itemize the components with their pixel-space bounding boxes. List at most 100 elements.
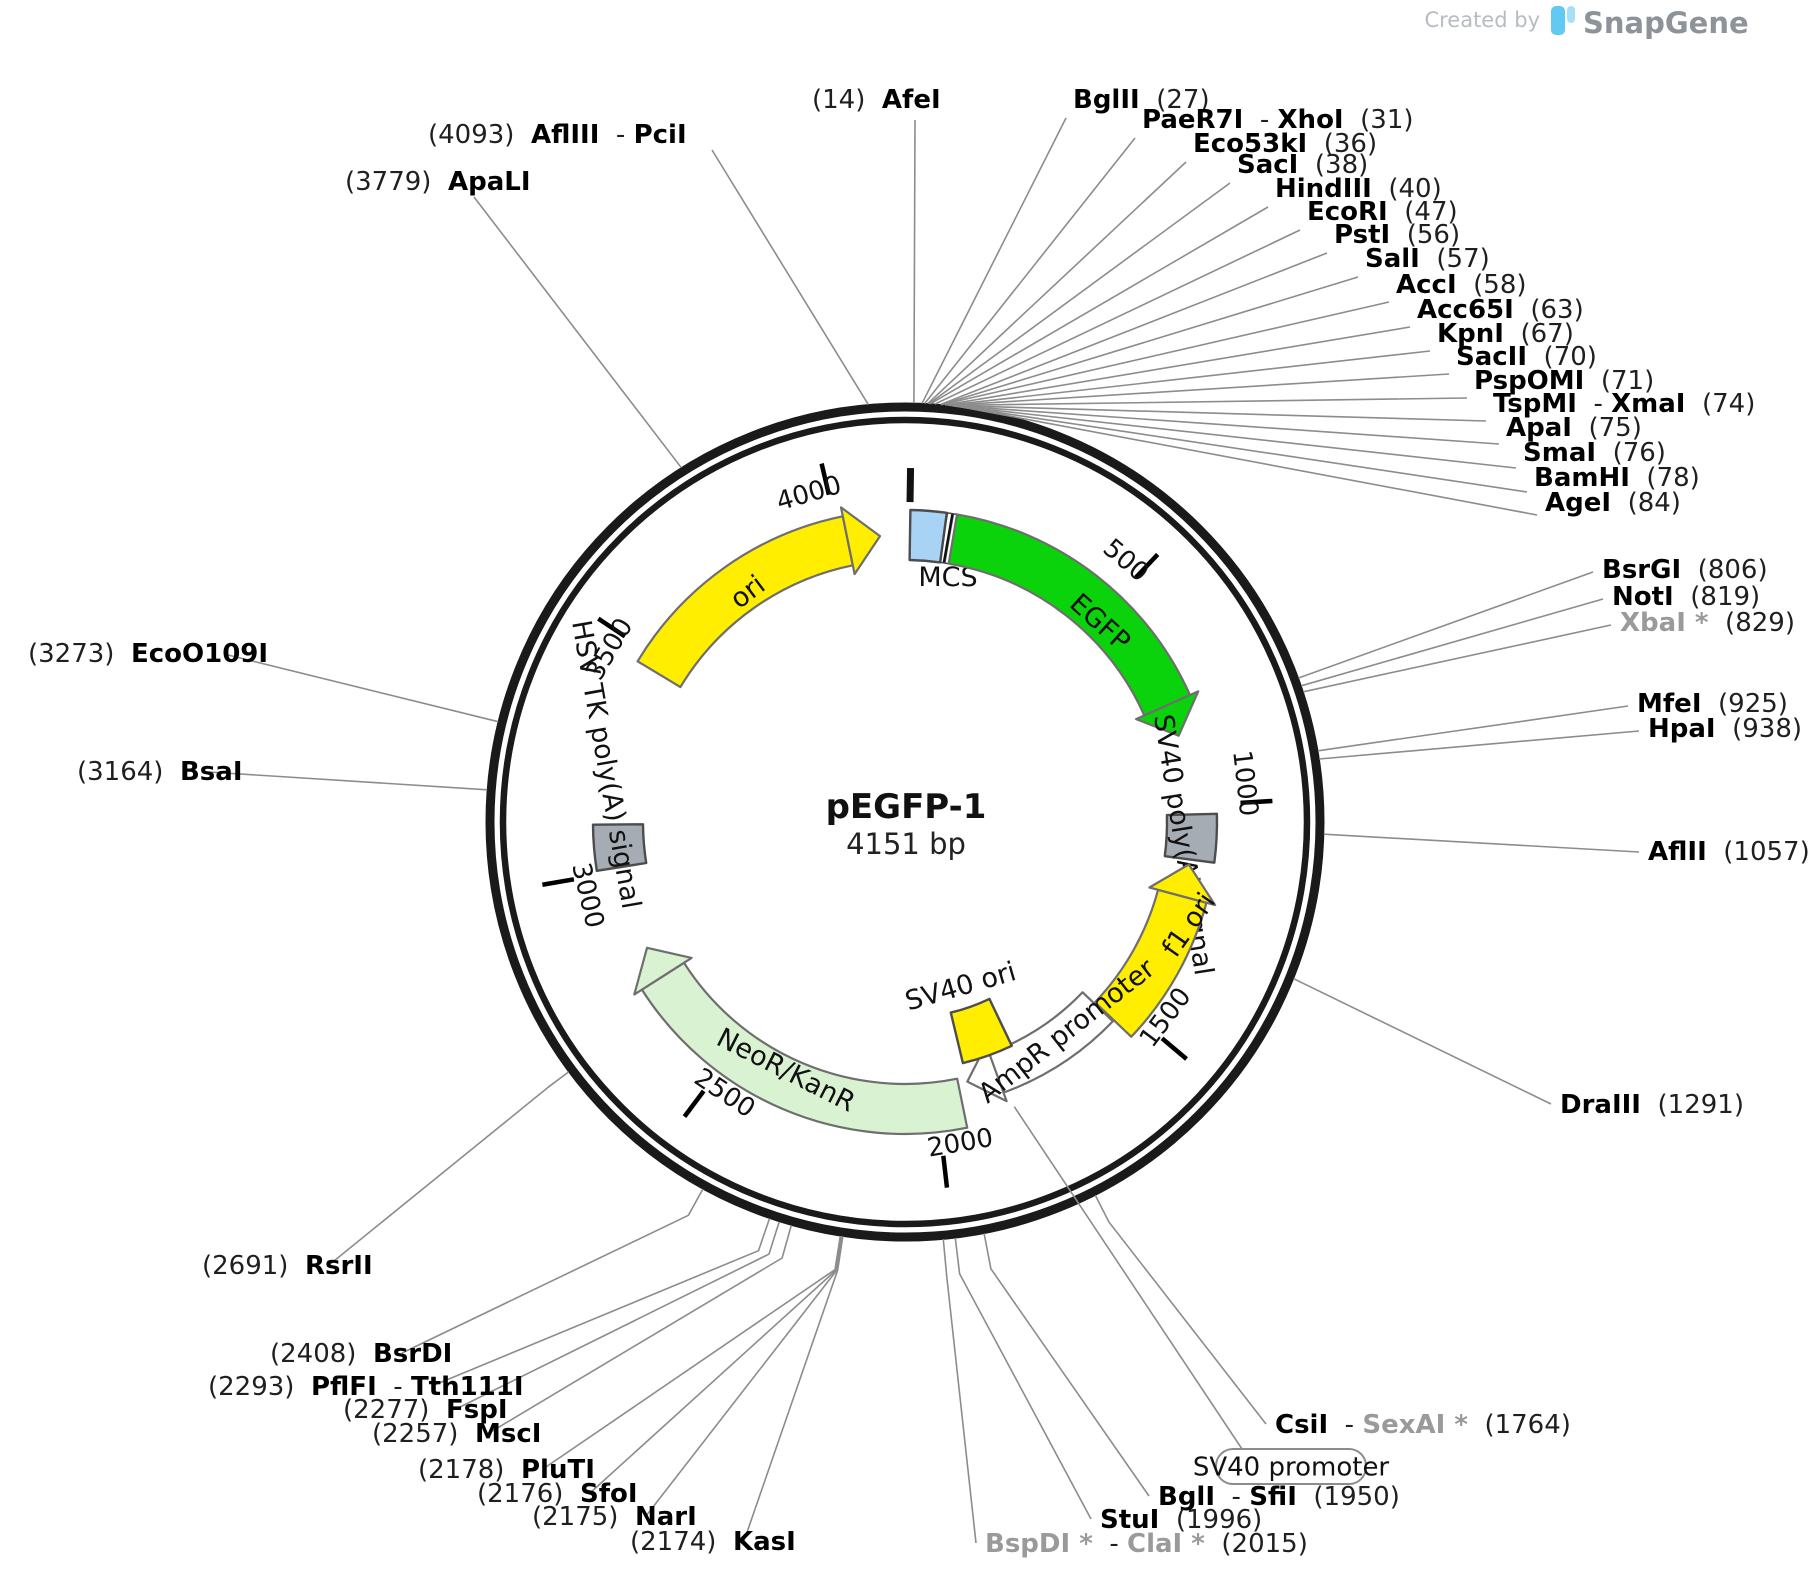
feature-egfp[interactable]: EGFP bbox=[947, 513, 1200, 737]
site-label: AccI (58) bbox=[1396, 270, 1527, 300]
feature-sv40ori[interactable]: SV40 ori bbox=[902, 956, 1020, 1065]
site-label: Eco53kI (36) bbox=[1193, 129, 1377, 159]
site-leader-line bbox=[1317, 705, 1629, 752]
site-BglI-1950[interactable]: BglI - SfiI (1950) bbox=[983, 1233, 1400, 1513]
site-ApaLI-3779[interactable]: (3779) ApaLI bbox=[345, 167, 682, 469]
site-leader-line bbox=[947, 350, 1431, 406]
site-BamHI-78[interactable]: BamHI (78) bbox=[954, 405, 1700, 493]
f1ori-body bbox=[1093, 888, 1208, 1038]
site-label: (2175) NarI bbox=[532, 1502, 697, 1532]
snapgene-watermark: Created by SnapGene bbox=[1424, 6, 1749, 40]
site-AfeI-14[interactable]: (14) AfeI bbox=[812, 85, 941, 404]
site-KpnI-67[interactable]: KpnI (67) bbox=[947, 319, 1574, 406]
site-SacII-70[interactable]: SacII (70) bbox=[949, 342, 1597, 407]
site-label: XbaI * (829) bbox=[1620, 608, 1795, 638]
site-RsrII-2691[interactable]: (2691) RsrII bbox=[202, 1071, 570, 1281]
site-AgeI-84[interactable]: AgeI (84) bbox=[957, 405, 1681, 518]
site-BsrGI-806[interactable]: BsrGI (806) bbox=[1298, 555, 1768, 679]
site-label: (2293) PflFI - Tth111I bbox=[208, 1372, 524, 1402]
site-label: (2174) KasI bbox=[630, 1527, 796, 1557]
site-label: (3164) BsaI bbox=[77, 757, 243, 787]
site-leader-line bbox=[940, 252, 1328, 406]
site-SmaI-76[interactable]: SmaI (76) bbox=[953, 405, 1666, 469]
site-leader-line bbox=[913, 119, 916, 404]
site-label: PstI (56) bbox=[1334, 220, 1460, 250]
site-SalI-57[interactable]: SalI (57) bbox=[940, 244, 1490, 406]
site-label: PspOMI (71) bbox=[1474, 366, 1654, 396]
site-BsrDI-2408[interactable]: (2408) BsrDI bbox=[270, 1188, 704, 1369]
site-MscI-2257[interactable]: (2257) MscI bbox=[372, 1225, 793, 1449]
site-leader-line bbox=[949, 373, 1450, 407]
sv40ori-box bbox=[949, 997, 1013, 1065]
site-label: AgeI (84) bbox=[1545, 488, 1681, 518]
site-PstI-56[interactable]: PstI (56) bbox=[940, 220, 1461, 406]
site-PspOMI-71[interactable]: PspOMI (71) bbox=[949, 366, 1654, 407]
scale-tick-1500 bbox=[1160, 1036, 1188, 1061]
site-leader-line bbox=[542, 1235, 842, 1470]
site-leader-line bbox=[645, 1236, 843, 1517]
site-EcoO109I-3273[interactable]: (3273) EcoO109I bbox=[28, 639, 499, 723]
sv40pa-box bbox=[1163, 812, 1219, 864]
site-Eco53kI-36[interactable]: Eco53kI (36) bbox=[927, 129, 1377, 405]
site-leader-line bbox=[455, 1221, 780, 1410]
site-FspI-2277[interactable]: (2277) FspI bbox=[343, 1221, 780, 1425]
site-label: BglII (27) bbox=[1073, 85, 1210, 115]
site-leader-line bbox=[1298, 571, 1594, 679]
site-leader-line bbox=[1293, 977, 1552, 1105]
site-ApaI-75[interactable]: ApaI (75) bbox=[952, 404, 1642, 445]
site-label: BsrGI (806) bbox=[1602, 555, 1768, 585]
site-StuI-1996[interactable]: StuI (1996) bbox=[954, 1237, 1262, 1535]
site-leader-line bbox=[934, 229, 1301, 405]
neo-arrowhead bbox=[633, 946, 693, 996]
site-NarI-2175[interactable]: (2175) NarI bbox=[532, 1236, 843, 1532]
site-HindIII-40[interactable]: HindIII (40) bbox=[929, 174, 1442, 405]
feature-neo[interactable]: NeoR/KanR bbox=[633, 946, 969, 1136]
site-PluTI-2178[interactable]: (2178) PluTI bbox=[418, 1235, 842, 1485]
site-AccI-58[interactable]: AccI (58) bbox=[941, 270, 1527, 406]
site-leader-line bbox=[927, 161, 1187, 405]
site-AflII-1057[interactable]: AflII (1057) bbox=[1323, 833, 1810, 867]
scale-tick-500 bbox=[1134, 552, 1160, 580]
feature-label-sv40ori: SV40 ori bbox=[902, 956, 1020, 1017]
site-AflIII-4093[interactable]: (4093) AflIII - PciI bbox=[428, 120, 869, 406]
site-leader-line bbox=[952, 404, 1500, 445]
site-MfeI-925[interactable]: MfeI (925) bbox=[1317, 689, 1788, 752]
scale-tick-1000 bbox=[1240, 798, 1273, 806]
site-leader-line bbox=[328, 1071, 570, 1266]
site-SacI-38[interactable]: SacI (38) bbox=[928, 150, 1368, 405]
site-DraIII-1291[interactable]: DraIII (1291) bbox=[1293, 977, 1744, 1120]
site-label: HindIII (40) bbox=[1275, 174, 1442, 204]
sv40-promoter-boxed-label[interactable]: SV40 promoter bbox=[1013, 1106, 1389, 1485]
site-label: SmaI (76) bbox=[1523, 438, 1666, 468]
site-Acc65I-63[interactable]: Acc65I (63) bbox=[944, 295, 1584, 406]
site-leader-line bbox=[951, 404, 1487, 422]
site-label: BamHI (78) bbox=[1534, 463, 1700, 493]
site-label: BglI - SfiI (1950) bbox=[1158, 1482, 1400, 1512]
site-KasI-2174[interactable]: (2174) KasI bbox=[630, 1236, 844, 1557]
site-leader-line bbox=[944, 326, 1411, 406]
site-NotI-819[interactable]: NotI (819) bbox=[1300, 582, 1760, 687]
site-BsaI-3164[interactable]: (3164) BsaI bbox=[77, 757, 488, 791]
site-label: BspDI * - ClaI * (2015) bbox=[985, 1529, 1308, 1559]
site-leader-line bbox=[954, 1237, 1092, 1520]
site-label: TspMI - XmaI (74) bbox=[1493, 389, 1755, 419]
plasmid-backbone-inner-ring bbox=[499, 416, 1311, 1228]
site-PaeR7I-31[interactable]: PaeR7I - XhoI (31) bbox=[924, 105, 1414, 404]
site-EcoRI-47[interactable]: EcoRI (47) bbox=[934, 197, 1458, 405]
site-label: (2257) MscI bbox=[372, 1419, 541, 1449]
site-PflFI-2293[interactable]: (2293) PflFI - Tth111I bbox=[208, 1218, 771, 1403]
site-HpaI-938[interactable]: HpaI (938) bbox=[1319, 714, 1802, 760]
scale-tick-4000 bbox=[819, 463, 832, 496]
site-XbaI-829[interactable]: XbaI * (829) bbox=[1303, 608, 1795, 693]
site-label: SacI (38) bbox=[1237, 150, 1368, 180]
site-SfoI-2176[interactable]: (2176) SfoI bbox=[477, 1236, 843, 1509]
site-label: CsiI - SexAI * (1764) bbox=[1275, 1410, 1571, 1440]
snapgene-logo-icon bbox=[1551, 6, 1575, 35]
site-BspDI-2015[interactable]: BspDI * - ClaI * (2015) bbox=[942, 1239, 1308, 1559]
feature-ori[interactable]: ori bbox=[636, 506, 882, 689]
site-CsiI-1764[interactable]: CsiI - SexAI * (1764) bbox=[1094, 1194, 1571, 1440]
site-BglII-27[interactable]: BglII (27) bbox=[921, 85, 1210, 404]
site-TspMI-74[interactable]: TspMI - XmaI (74) bbox=[951, 389, 1756, 422]
